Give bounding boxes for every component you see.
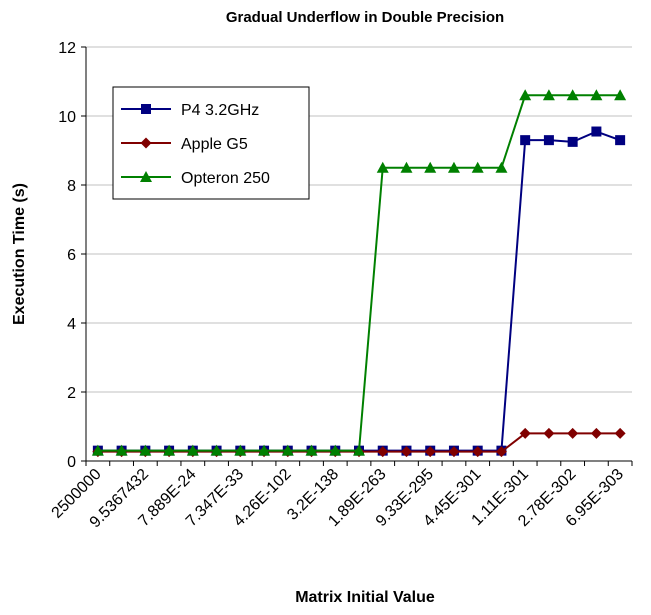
- data-point: [591, 126, 602, 137]
- data-point: [400, 446, 412, 458]
- data-point: [353, 444, 365, 456]
- data-point: [210, 444, 223, 456]
- data-point: [163, 444, 176, 456]
- y-tick-label: 8: [67, 178, 76, 195]
- data-point: [520, 135, 531, 146]
- data-point: [472, 446, 484, 458]
- data-point: [186, 444, 199, 456]
- data-point: [614, 427, 626, 439]
- y-tick-label: 10: [58, 109, 76, 126]
- y-tick-label: 4: [67, 316, 76, 333]
- data-point: [448, 446, 460, 458]
- data-point: [543, 135, 554, 146]
- data-point: [590, 427, 602, 439]
- data-point: [447, 161, 460, 173]
- chart-title: Gradual Underflow in Double Precision: [226, 9, 504, 26]
- legend-label: Opteron 250: [181, 170, 270, 187]
- legend-marker: [140, 171, 152, 182]
- y-axis-label: Execution Time (s): [11, 183, 28, 325]
- data-point: [495, 446, 507, 458]
- data-point: [305, 444, 318, 456]
- data-point: [590, 89, 603, 101]
- data-point: [115, 444, 128, 456]
- y-tick-label: 6: [67, 247, 76, 264]
- data-point: [91, 444, 104, 456]
- data-point: [614, 89, 627, 101]
- data-point: [567, 427, 579, 439]
- legend-label: Apple G5: [181, 136, 248, 153]
- legend-label: P4 3.2GHz: [181, 102, 259, 119]
- y-tick-label: 12: [58, 40, 76, 57]
- legend-marker: [140, 137, 152, 149]
- x-axis-label: Matrix Initial Value: [295, 589, 435, 606]
- data-point: [400, 161, 413, 173]
- data-point: [567, 136, 578, 147]
- data-point: [377, 446, 389, 458]
- data-point: [281, 444, 294, 456]
- data-point: [376, 161, 389, 173]
- data-point: [258, 444, 271, 456]
- y-tick-label: 2: [67, 385, 76, 402]
- data-point: [424, 446, 436, 458]
- data-point: [543, 427, 555, 439]
- data-point: [542, 89, 555, 101]
- data-point: [471, 161, 484, 173]
- data-point: [139, 444, 152, 456]
- data-point: [519, 427, 531, 439]
- data-point: [566, 89, 579, 101]
- data-point: [519, 89, 532, 101]
- data-point: [329, 444, 342, 456]
- legend-marker: [141, 104, 151, 114]
- y-tick-label: 0: [67, 454, 76, 471]
- data-point: [234, 444, 247, 456]
- data-point: [495, 161, 508, 173]
- data-point: [615, 135, 626, 146]
- data-point: [424, 161, 437, 173]
